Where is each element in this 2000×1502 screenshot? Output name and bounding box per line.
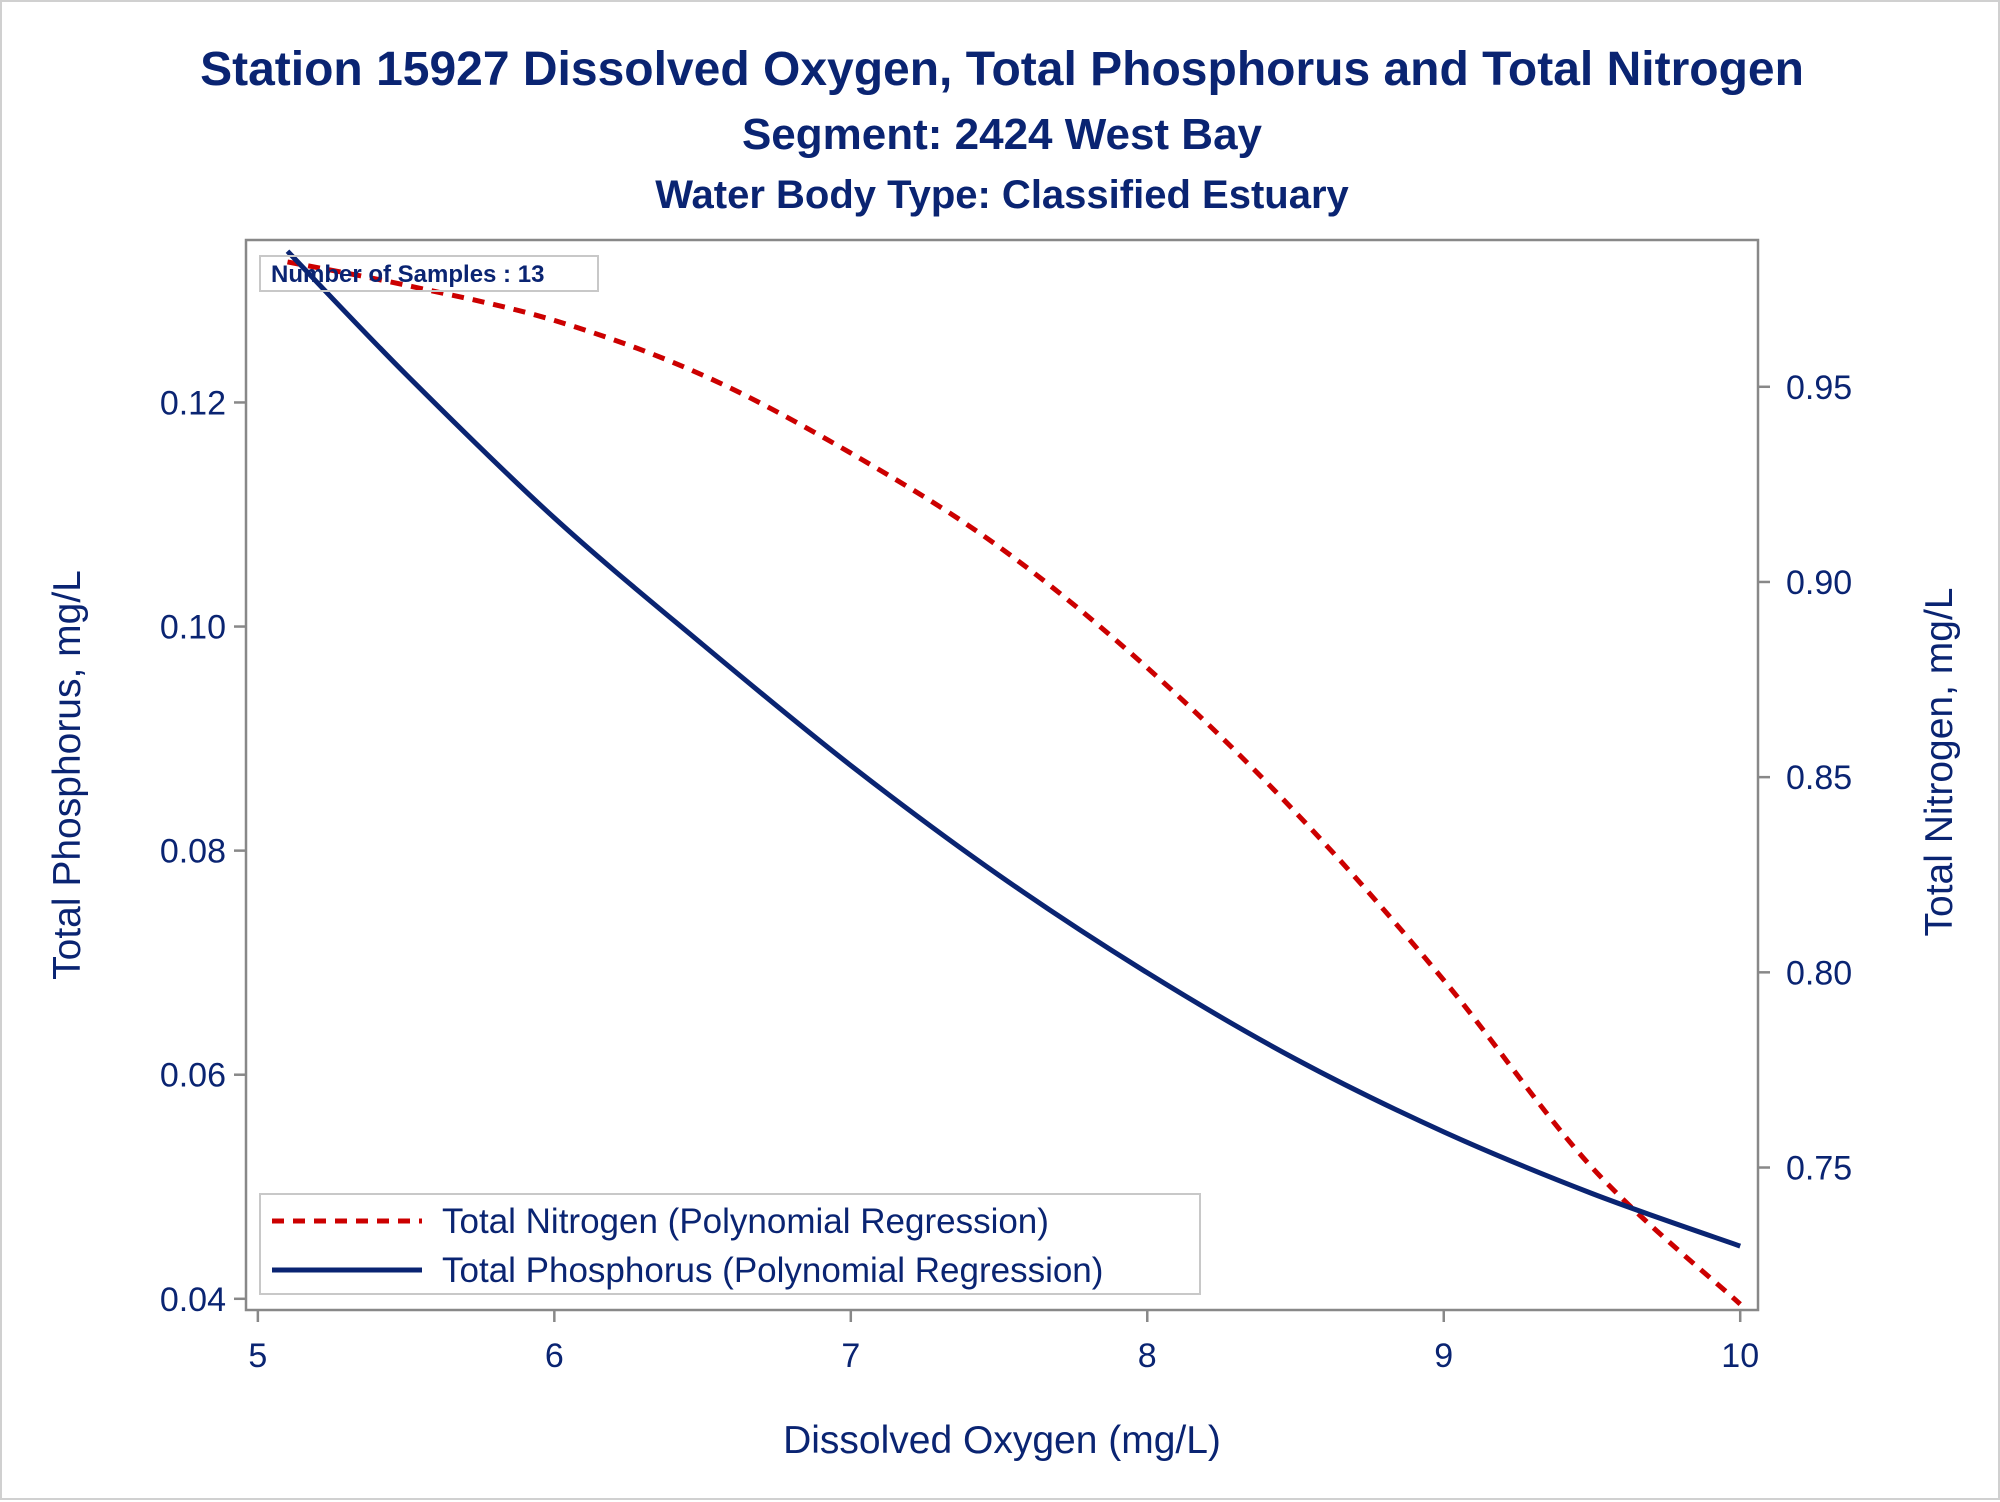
plot-area (244, 238, 1760, 1312)
y-axis-left-label: Total Phosphorus, mg/L (46, 570, 89, 980)
x-axis: 5 6 7 8 9 10 (248, 1310, 1759, 1375)
x-tick-label: 9 (1434, 1337, 1453, 1375)
series-layer (285, 249, 1742, 1306)
legend-label-phosphorus: Total Phosphorus (Polynomial Regression) (442, 1251, 1103, 1290)
y2-tick-label: 0.95 (1786, 369, 1852, 407)
samples-annotation: Number of Samples : 13 (259, 255, 599, 292)
y2-tick-label: 0.85 (1786, 759, 1852, 797)
y-tick-label: 0.06 (160, 1057, 226, 1095)
chart-title: Station 15927 Dissolved Oxygen, Total Ph… (200, 43, 1804, 96)
y-axis-right-label: Total Nitrogen, mg/L (1918, 587, 1961, 936)
y-tick-label: 0.10 (160, 609, 226, 647)
x-tick-label: 7 (841, 1337, 860, 1375)
y-axis-right: 0.75 0.80 0.85 0.90 0.95 (1758, 369, 1852, 1188)
samples-text: Number of Samples : 13 (271, 261, 544, 288)
legend: Total Nitrogen (Polynomial Regression) T… (259, 1193, 1201, 1295)
y-axis-left: 0.04 0.06 0.08 0.10 0.12 (160, 384, 246, 1319)
x-tick-label: 5 (248, 1337, 267, 1375)
x-axis-label: Dissolved Oxygen (mg/L) (783, 1419, 1221, 1462)
chart-subtitle-waterbody: Water Body Type: Classified Estuary (655, 173, 1349, 217)
legend-label-nitrogen: Total Nitrogen (Polynomial Regression) (442, 1202, 1049, 1241)
series-line-phosphorus (285, 249, 1742, 1249)
samples-box (259, 255, 599, 292)
x-tick-label: 8 (1138, 1337, 1157, 1375)
y2-tick-label: 0.90 (1786, 564, 1852, 602)
y2-tick-label: 0.75 (1786, 1150, 1852, 1188)
legend-box (259, 1193, 1201, 1295)
x-tick-label: 10 (1721, 1337, 1759, 1375)
y2-tick-label: 0.80 (1786, 954, 1852, 992)
y-tick-label: 0.04 (160, 1281, 226, 1319)
chart-subtitle-segment: Segment: 2424 West Bay (742, 110, 1263, 159)
x-tick-label: 6 (545, 1337, 564, 1375)
y-tick-label: 0.08 (160, 833, 226, 871)
y-tick-label: 0.12 (160, 384, 226, 422)
